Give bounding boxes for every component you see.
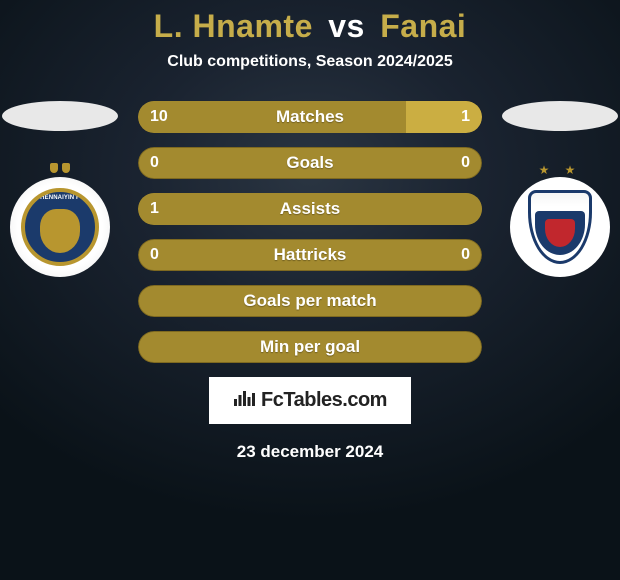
stat-row: Hattricks0 0	[138, 239, 482, 271]
stat-row: Goals0 0	[138, 147, 482, 179]
stat-value-right: 1	[461, 101, 470, 133]
team-1-badge-text: CHENNAIYIN FC	[25, 195, 95, 201]
player-2-name: Fanai	[380, 8, 466, 44]
main-comparison-area: CHENNAIYIN FC Matches101Goals00Assists1H…	[0, 101, 620, 363]
stat-label: Assists	[138, 193, 482, 225]
competition-subtitle: Club competitions, Season 2024/2025	[167, 53, 452, 71]
stat-value-right: 0	[461, 239, 470, 271]
brand-badge: FcTables.com	[209, 377, 411, 424]
date-text: 23 december 2024	[237, 442, 384, 462]
stat-bars-container: Matches101Goals00Assists1Hattricks00Goal…	[138, 101, 482, 363]
chart-bar-icon	[233, 389, 255, 412]
stat-value-left: 10	[150, 101, 168, 133]
stat-value-left: 0	[150, 147, 159, 179]
comparison-title: L. Hnamte vs Fanai	[154, 8, 467, 45]
stat-value-left: 0	[150, 239, 159, 271]
stat-label: Goals	[138, 147, 482, 179]
player-1-name: L. Hnamte	[154, 8, 313, 44]
stat-row: Goals per match	[138, 285, 482, 317]
team-2-logo: ★ ★	[510, 177, 610, 277]
brand-text: FcTables.com	[261, 389, 387, 412]
left-side: CHENNAIYIN FC	[0, 101, 120, 277]
vs-text: vs	[328, 8, 365, 44]
stat-label: Hattricks	[138, 239, 482, 271]
player-2-silhouette	[502, 101, 618, 131]
player-1-silhouette	[2, 101, 118, 131]
stat-label: Matches	[138, 101, 482, 133]
stat-row: Matches10 1	[138, 101, 482, 133]
right-side: ★ ★	[500, 101, 620, 277]
stat-row: Min per goal	[138, 331, 482, 363]
stat-label: Min per goal	[138, 331, 482, 363]
team-1-logo: CHENNAIYIN FC	[10, 177, 110, 277]
stat-value-right: 0	[461, 147, 470, 179]
stat-value-left: 1	[150, 193, 159, 225]
stat-row: Assists1	[138, 193, 482, 225]
stat-label: Goals per match	[138, 285, 482, 317]
